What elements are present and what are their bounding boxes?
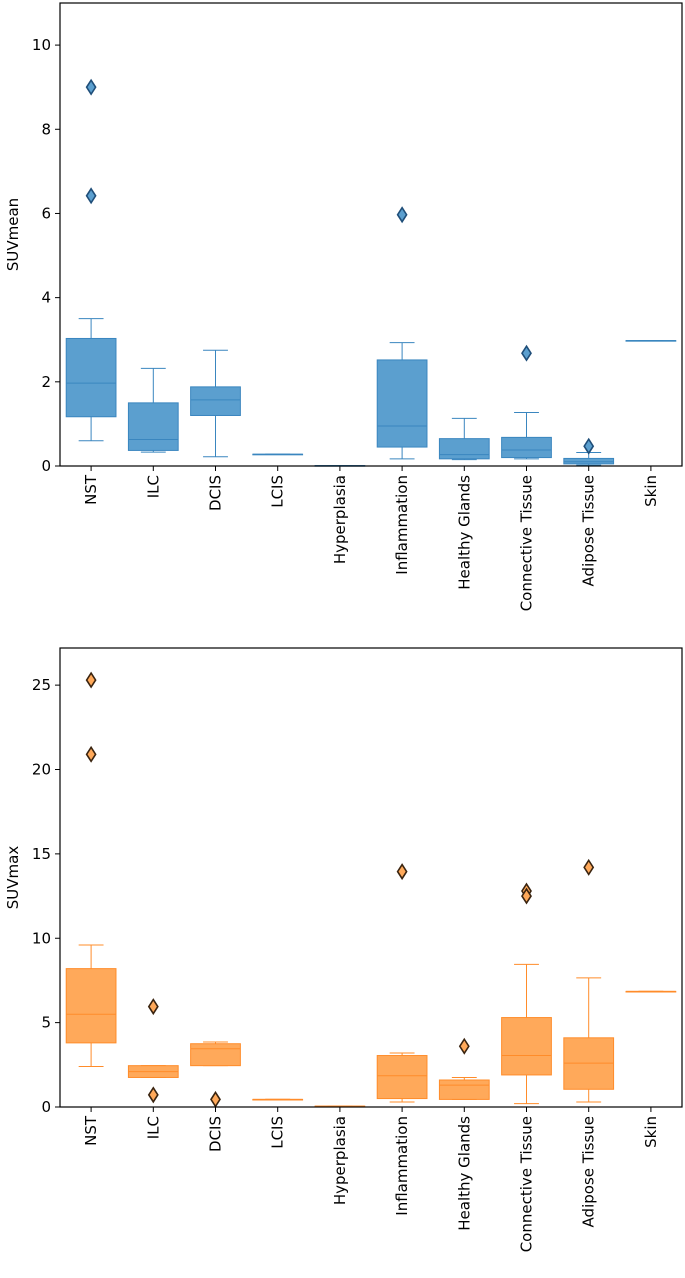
suvmax-outlier [85, 745, 97, 763]
suvmax-chart: 0 5 10 15 20 25 NST ILC DCIS LCIS Hyperplasia Infla… [4, 647, 683, 1252]
suvmean-x-tick-label: LCIS [269, 475, 287, 508]
suvmean-box [65, 337, 117, 418]
suvmax-box [501, 1017, 552, 1076]
suvmean-x-tick-label: DCIS [207, 475, 225, 511]
suvmean-y-tick-label: 4 [41, 289, 51, 307]
suvmean-x-tick-label: NST [82, 474, 100, 505]
suvmax-x-tick-label: ILC [144, 1116, 162, 1139]
suvmean-box [376, 359, 428, 448]
suvmean-box [501, 436, 552, 459]
suvmax-y-tick-label: 15 [32, 845, 51, 863]
suvmax-x-tick-label: LCIS [269, 1116, 287, 1149]
suvmean-x-tick-label: Skin [642, 475, 660, 507]
suvmean-box [438, 438, 490, 460]
suvmax-box [438, 1079, 490, 1100]
suvmean-box [127, 402, 179, 451]
suvmean-x-tick-label: Adipose Tissue [580, 475, 598, 586]
suvmax-box [190, 1043, 241, 1067]
suvmax-outlier [458, 1037, 470, 1055]
suvmax-y-tick-label: 5 [41, 1014, 51, 1032]
suvmax-x-tick-label: Adipose Tissue [580, 1116, 598, 1227]
suvmax-x-tick-label: NST [82, 1115, 100, 1146]
suvmean-outlier [85, 78, 97, 96]
suvmean-outlier [521, 344, 532, 362]
suvmax-x-tick-label: Connective Tissue [518, 1116, 536, 1252]
suvmean-y-tick-label: 10 [32, 36, 51, 54]
suvmax-outlier [147, 998, 159, 1016]
suvmean-outlier [583, 437, 595, 455]
suvmax-outlier [210, 1090, 221, 1108]
suvmean-y-tick-label: 2 [41, 373, 51, 391]
suvmean-y-tick-label: 0 [41, 457, 51, 475]
suvmean-outlier [85, 187, 97, 205]
suvmax-y-tick-label: 10 [32, 929, 51, 947]
suvmax-axes-frame [59, 647, 683, 1108]
suvmax-outlier [396, 863, 408, 881]
suvmax-outlier [521, 887, 532, 905]
suvmean-y-tick-label: 8 [41, 120, 51, 138]
suvmean-y-tick-label: 6 [41, 204, 51, 222]
suvmean-x-tick-label: Connective Tissue [518, 475, 536, 611]
suvmax-box [65, 968, 117, 1044]
suvmax-plot-area: 0 5 10 15 20 25 NST ILC DCIS LCIS Hyperplasia Infla… [32, 671, 677, 1252]
suvmax-x-tick-label: Skin [642, 1116, 660, 1148]
suvmax-x-tick-label: Healthy Glands [455, 1116, 473, 1231]
suvmean-y-axis-label: SUVmean [4, 198, 22, 271]
suvmean-x-tick-label: Hyperplasia [331, 475, 349, 564]
suvmean-box [190, 386, 241, 416]
suvmax-x-tick-label: Hyperplasia [331, 1116, 349, 1205]
suvmax-y-tick-label: 25 [32, 676, 51, 694]
suvmean-outlier [396, 206, 408, 224]
suvmax-x-tick-label: Inflammation [393, 1116, 411, 1216]
suvmean-box [563, 457, 615, 465]
suvmean-x-tick-label: ILC [144, 475, 162, 498]
suvmax-box [376, 1055, 428, 1100]
suvmax-outlier [85, 671, 97, 689]
suvmean-x-tick-label: Healthy Glands [455, 475, 473, 590]
suvmax-y-axis-label: SUVmax [4, 846, 22, 910]
suvmean-x-tick-label: Inflammation [393, 475, 411, 575]
suvmax-x-tick-label: DCIS [207, 1116, 225, 1152]
suvmax-outlier [147, 1086, 159, 1104]
suvmax-outlier [583, 858, 595, 876]
suvmean-chart: 0 2 4 6 8 10 NST ILC DCIS LCIS Hyperplasia Inflamma… [4, 2, 683, 611]
suvmean-plot-area: 0 2 4 6 8 10 NST ILC DCIS LCIS Hyperplasia Inflamma… [32, 36, 677, 611]
suvmean-axes-frame [59, 2, 683, 467]
suvmax-y-tick-label: 20 [32, 761, 51, 779]
suvmax-y-tick-label: 0 [41, 1098, 51, 1116]
